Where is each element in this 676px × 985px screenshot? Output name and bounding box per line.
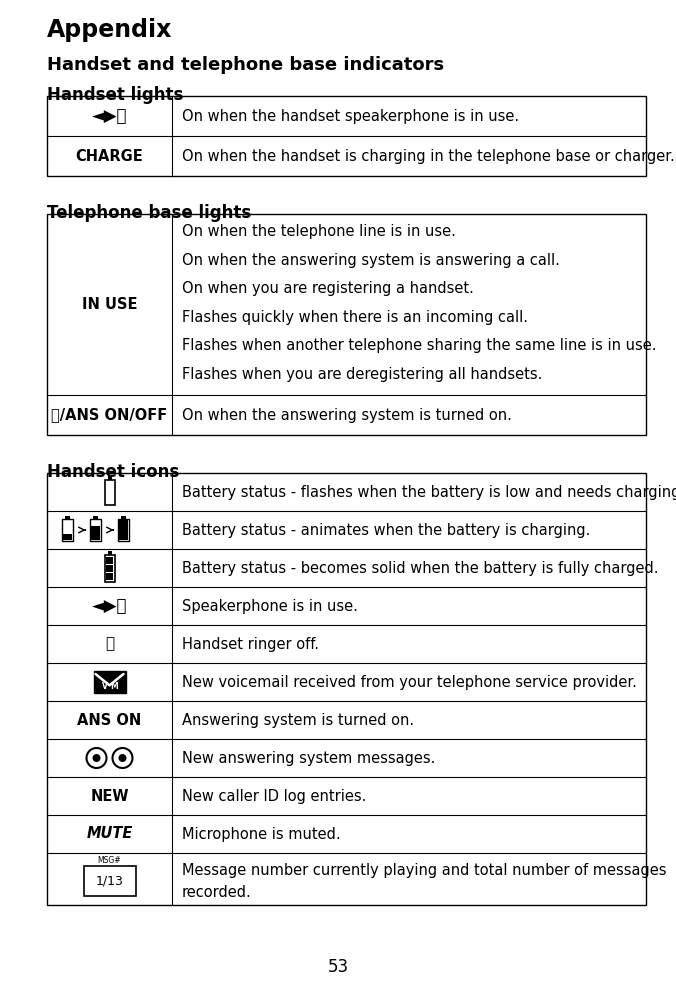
Bar: [93, 515, 98, 519]
Text: ◄▶⧉: ◄▶⧉: [92, 597, 127, 615]
Text: Telephone base lights: Telephone base lights: [47, 204, 251, 222]
Text: CHARGE: CHARGE: [76, 149, 143, 164]
Text: On when you are registering a handset.: On when you are registering a handset.: [182, 281, 474, 296]
Text: Handset icons: Handset icons: [47, 463, 179, 481]
Text: Handset lights: Handset lights: [47, 86, 183, 104]
Bar: [121, 515, 126, 519]
Text: On when the telephone line is in use.: On when the telephone line is in use.: [182, 224, 456, 239]
Text: V: V: [101, 682, 107, 691]
Text: New voicemail received from your telephone service provider.: New voicemail received from your telepho…: [182, 675, 637, 689]
Text: Handset and telephone base indicators: Handset and telephone base indicators: [47, 56, 444, 74]
Bar: [119, 519, 128, 540]
Text: 53: 53: [327, 958, 349, 976]
Bar: [106, 572, 113, 579]
Text: Microphone is muted.: Microphone is muted.: [182, 826, 341, 841]
Bar: [118, 519, 129, 541]
Text: Flashes when you are deregistering all handsets.: Flashes when you are deregistering all h…: [182, 366, 542, 381]
Text: Battery status - becomes solid when the battery is fully charged.: Battery status - becomes solid when the …: [182, 560, 658, 575]
Bar: [105, 555, 114, 581]
Text: NEW: NEW: [91, 789, 128, 804]
Text: On when the answering system is turned on.: On when the answering system is turned o…: [182, 408, 512, 423]
Circle shape: [118, 754, 126, 762]
Text: ⏻/ANS ON/OFF: ⏻/ANS ON/OFF: [51, 408, 168, 423]
Circle shape: [93, 754, 101, 762]
Bar: [106, 564, 113, 571]
Bar: [93, 671, 126, 693]
Text: On when the handset speakerphone is in use.: On when the handset speakerphone is in u…: [182, 108, 519, 123]
Text: IN USE: IN USE: [82, 297, 137, 312]
Bar: [66, 515, 70, 519]
Text: Appendix: Appendix: [47, 18, 172, 42]
Bar: [62, 519, 73, 541]
Text: ◄▶⧉: ◄▶⧉: [92, 107, 127, 125]
Text: New caller ID log entries.: New caller ID log entries.: [182, 789, 366, 804]
Bar: [90, 519, 101, 541]
Text: MSG#: MSG#: [98, 856, 121, 865]
Bar: [84, 866, 135, 896]
Text: M: M: [111, 682, 118, 691]
Text: Message number currently playing and total number of messages: Message number currently playing and tot…: [182, 863, 667, 878]
Text: New answering system messages.: New answering system messages.: [182, 751, 435, 765]
Text: ANS ON: ANS ON: [77, 712, 142, 728]
Bar: [107, 551, 112, 555]
Text: 🔕: 🔕: [105, 636, 114, 651]
Bar: [91, 526, 100, 540]
Text: Battery status - animates when the battery is charging.: Battery status - animates when the batte…: [182, 522, 590, 538]
Text: MUTE: MUTE: [87, 826, 132, 841]
Text: Flashes quickly when there is an incoming call.: Flashes quickly when there is an incomin…: [182, 309, 528, 324]
Text: Flashes when another telephone sharing the same line is in use.: Flashes when another telephone sharing t…: [182, 338, 656, 353]
Text: Battery status - flashes when the battery is low and needs charging.: Battery status - flashes when the batter…: [182, 485, 676, 499]
Bar: [47, 473, 646, 905]
Bar: [47, 214, 646, 435]
Text: recorded.: recorded.: [182, 885, 251, 900]
Text: 1/13: 1/13: [95, 875, 124, 887]
Bar: [105, 480, 114, 504]
Text: Speakerphone is in use.: Speakerphone is in use.: [182, 599, 358, 614]
Bar: [63, 534, 72, 540]
Bar: [47, 96, 646, 176]
Text: On when the handset is charging in the telephone base or charger.: On when the handset is charging in the t…: [182, 149, 675, 164]
Text: Handset ringer off.: Handset ringer off.: [182, 636, 319, 651]
Bar: [106, 557, 113, 563]
Bar: [107, 476, 112, 480]
Text: Answering system is turned on.: Answering system is turned on.: [182, 712, 414, 728]
Text: On when the answering system is answering a call.: On when the answering system is answerin…: [182, 252, 560, 268]
